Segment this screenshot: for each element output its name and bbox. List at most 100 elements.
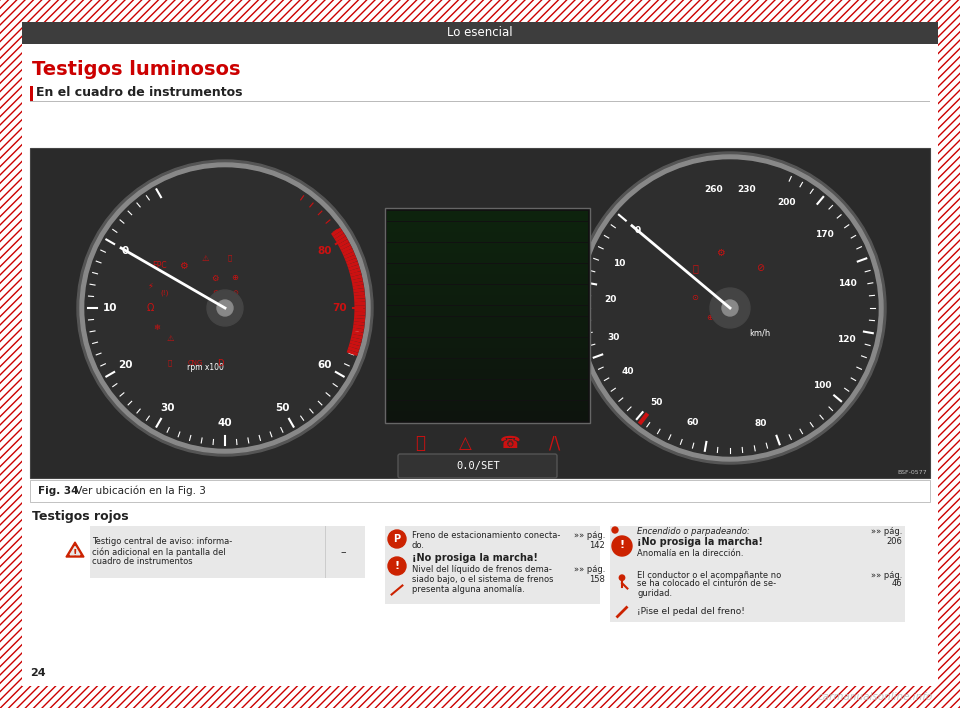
- Text: »» pág.: »» pág.: [871, 571, 902, 580]
- Text: 80: 80: [755, 419, 767, 428]
- Text: 230: 230: [737, 185, 756, 194]
- Circle shape: [217, 300, 233, 316]
- Circle shape: [612, 527, 618, 533]
- Bar: [0, 686, 960, 708]
- Text: BSF-0577: BSF-0577: [898, 470, 927, 475]
- Text: ⊙: ⊙: [691, 294, 699, 302]
- Text: 24: 24: [30, 668, 46, 678]
- Text: 100: 100: [813, 381, 831, 389]
- Text: guridad.: guridad.: [637, 588, 672, 598]
- Text: !: !: [395, 561, 399, 571]
- Text: siado bajo, o el sistema de frenos: siado bajo, o el sistema de frenos: [412, 576, 554, 585]
- Text: 🚗: 🚗: [168, 360, 172, 366]
- Text: 0: 0: [635, 227, 641, 235]
- Text: ⊕: ⊕: [231, 273, 238, 282]
- Text: ⚙: ⚙: [212, 290, 218, 296]
- Text: ⚙: ⚙: [179, 261, 187, 271]
- Bar: [387, 380, 588, 390]
- Bar: [30, 86, 33, 102]
- Text: !: !: [619, 540, 625, 550]
- Bar: [387, 243, 588, 253]
- Bar: [387, 411, 588, 421]
- Bar: [385, 208, 590, 423]
- Text: ⛽: ⛽: [692, 263, 698, 273]
- Text: 142: 142: [589, 540, 605, 549]
- Text: 30: 30: [160, 403, 175, 413]
- Text: 158: 158: [589, 576, 605, 585]
- Circle shape: [388, 557, 406, 575]
- Circle shape: [388, 530, 406, 548]
- Text: En el cuadro de instrumentos: En el cuadro de instrumentos: [36, 86, 243, 100]
- Bar: [90, 526, 365, 578]
- Text: Fig. 34: Fig. 34: [38, 486, 79, 496]
- Text: !: !: [73, 549, 77, 559]
- Bar: [387, 211, 588, 221]
- Text: 60: 60: [686, 418, 699, 427]
- Bar: [387, 359, 588, 369]
- Bar: [30, 148, 930, 478]
- Circle shape: [85, 168, 365, 448]
- Text: Testigos luminosos: Testigos luminosos: [32, 60, 241, 79]
- Text: 80: 80: [318, 246, 332, 256]
- Text: ⊕: ⊕: [707, 314, 713, 323]
- Text: »» pág.: »» pág.: [574, 566, 605, 574]
- Text: –: –: [340, 547, 346, 557]
- Text: /\: /\: [549, 434, 561, 452]
- Text: Ver ubicación en la Fig. 3: Ver ubicación en la Fig. 3: [72, 486, 205, 496]
- Text: Nivel del líquido de frenos dema-: Nivel del líquido de frenos dema-: [412, 566, 552, 574]
- Text: »» pág.: »» pág.: [574, 530, 605, 539]
- Circle shape: [619, 575, 625, 581]
- Text: CNG: CNG: [187, 360, 203, 366]
- Text: ⚙: ⚙: [715, 248, 725, 258]
- Bar: [387, 264, 588, 274]
- Text: 46: 46: [892, 580, 902, 588]
- Text: 10: 10: [103, 303, 117, 313]
- FancyBboxPatch shape: [398, 454, 557, 478]
- Bar: [385, 526, 600, 552]
- Bar: [387, 285, 588, 295]
- Text: ⚠: ⚠: [202, 253, 208, 263]
- Polygon shape: [66, 542, 84, 557]
- Text: ❄: ❄: [154, 324, 160, 333]
- Text: 40: 40: [622, 367, 635, 376]
- Text: do.: do.: [412, 540, 425, 549]
- Text: km/h: km/h: [750, 329, 771, 338]
- Text: 🐾: 🐾: [228, 255, 232, 261]
- Bar: [387, 369, 588, 379]
- Bar: [387, 317, 588, 327]
- Text: Lo esencial: Lo esencial: [447, 26, 513, 40]
- Circle shape: [710, 288, 750, 328]
- Text: »» pág.: »» pág.: [871, 527, 902, 535]
- Text: ción adicional en la pantalla del: ción adicional en la pantalla del: [92, 547, 226, 556]
- Text: Testigos rojos: Testigos rojos: [32, 510, 129, 523]
- Text: 200: 200: [777, 198, 796, 207]
- Bar: [610, 566, 905, 602]
- Text: 20: 20: [604, 295, 616, 304]
- Text: 120: 120: [836, 335, 855, 343]
- Text: cuadro de instrumentos: cuadro de instrumentos: [92, 557, 193, 566]
- Text: rpm x100: rpm x100: [186, 363, 224, 372]
- Text: Ω: Ω: [146, 303, 154, 313]
- Bar: [385, 552, 600, 604]
- Text: 30: 30: [608, 333, 620, 341]
- Bar: [387, 222, 588, 232]
- Text: (!): (!): [161, 290, 169, 296]
- Text: 20: 20: [118, 360, 132, 370]
- Text: Testigo central de aviso: informa-: Testigo central de aviso: informa-: [92, 537, 232, 547]
- Text: EPC: EPC: [153, 261, 167, 270]
- Text: 140: 140: [838, 278, 856, 287]
- Circle shape: [582, 160, 878, 456]
- Bar: [387, 274, 588, 284]
- Bar: [387, 401, 588, 411]
- Text: Encendido o parpadeando:: Encendido o parpadeando:: [637, 527, 750, 535]
- Circle shape: [612, 536, 632, 556]
- Polygon shape: [70, 547, 80, 555]
- Bar: [0, 0, 960, 22]
- Text: ¡No prosiga la marcha!: ¡No prosiga la marcha!: [637, 537, 763, 547]
- Bar: [387, 390, 588, 400]
- Text: 206: 206: [886, 537, 902, 547]
- Bar: [387, 232, 588, 242]
- Text: ⚙: ⚙: [211, 273, 219, 282]
- Text: Anomalía en la dirección.: Anomalía en la dirección.: [637, 549, 743, 557]
- Text: 70: 70: [333, 303, 348, 313]
